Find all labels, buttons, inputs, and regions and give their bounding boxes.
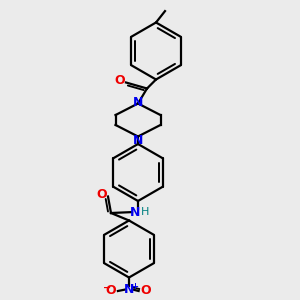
Text: N: N	[124, 283, 134, 296]
Text: N: N	[133, 134, 143, 147]
Text: H: H	[141, 207, 150, 217]
Text: O: O	[114, 74, 125, 88]
Text: O: O	[106, 284, 116, 298]
Text: −: −	[103, 283, 111, 293]
Text: N: N	[133, 95, 143, 109]
Text: O: O	[96, 188, 107, 202]
Text: +: +	[131, 282, 138, 291]
Text: O: O	[140, 284, 151, 298]
Text: N: N	[130, 206, 140, 219]
